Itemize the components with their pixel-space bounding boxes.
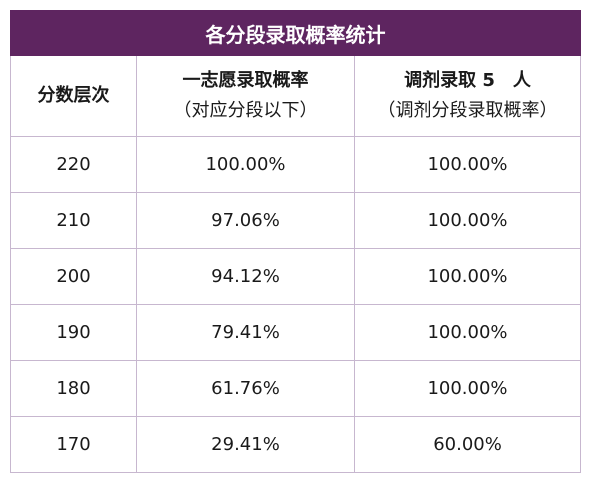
table-row: 220 100.00% 100.00% — [10, 136, 582, 193]
probability-table-container: 各分段录取概率统计 分数层次 一志愿录取概率 （对应分段以下） 调剂录取 5 人… — [9, 10, 582, 473]
score-cell: 200 — [10, 248, 137, 305]
score-cell: 180 — [10, 360, 137, 417]
first-choice-cell: 97.06% — [136, 192, 355, 249]
table-title-row: 各分段录取概率统计 — [9, 10, 582, 56]
table-row: 200 94.12% 100.00% — [10, 248, 582, 305]
score-cell: 190 — [10, 304, 137, 361]
table-row: 210 97.06% 100.00% — [10, 192, 582, 249]
header-adjustment: 调剂录取 5 人 （调剂分段录取概率） — [353, 55, 582, 137]
table-title: 各分段录取概率统计 — [9, 10, 582, 56]
score-cell: 170 — [10, 416, 137, 473]
column-header-row: 分数层次 一志愿录取概率 （对应分段以下） 调剂录取 5 人 （调剂分段录取概率… — [10, 55, 582, 137]
first-choice-cell: 29.41% — [136, 416, 355, 473]
adjustment-cell: 100.00% — [353, 248, 582, 305]
score-cell: 220 — [10, 136, 137, 193]
header-adjustment-sublabel: （调剂分段录取概率） — [377, 100, 558, 121]
table-row: 190 79.41% 100.00% — [10, 304, 582, 361]
header-score-level-label: 分数层次 — [37, 85, 110, 106]
header-first-choice-sublabel: （对应分段以下） — [173, 100, 318, 121]
header-score-level: 分数层次 — [10, 55, 137, 137]
first-choice-cell: 61.76% — [136, 360, 355, 417]
score-cell: 210 — [10, 192, 137, 249]
header-first-choice-label: 一志愿录取概率 — [182, 70, 309, 91]
admission-probability-table: 各分段录取概率统计 分数层次 一志愿录取概率 （对应分段以下） 调剂录取 5 人… — [9, 10, 582, 473]
table-row: 180 61.76% 100.00% — [10, 360, 582, 417]
adjustment-cell: 100.00% — [353, 360, 582, 417]
first-choice-cell: 94.12% — [136, 248, 355, 305]
adjustment-cell: 100.00% — [353, 136, 582, 193]
first-choice-cell: 79.41% — [136, 304, 355, 361]
table-row: 170 29.41% 60.00% — [10, 416, 582, 473]
adjustment-cell: 100.00% — [353, 304, 582, 361]
adjustment-cell: 60.00% — [353, 416, 582, 473]
adjustment-cell: 100.00% — [353, 192, 582, 249]
first-choice-cell: 100.00% — [136, 136, 355, 193]
header-first-choice: 一志愿录取概率 （对应分段以下） — [136, 55, 355, 137]
header-adjustment-label: 调剂录取 5 人 — [404, 70, 531, 91]
